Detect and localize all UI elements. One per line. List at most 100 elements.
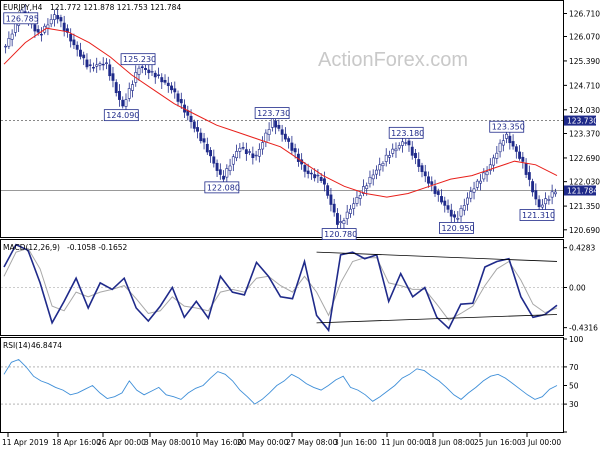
- candle-body: [114, 82, 118, 93]
- candle-body: [339, 221, 343, 223]
- rsi-axis-tick-label: 30: [569, 400, 579, 409]
- candle-body: [303, 165, 307, 172]
- price-annotation-box: [519, 209, 555, 221]
- candle-body: [39, 33, 43, 36]
- price-layer: 126.710 126.070 125.390 124.710 124.030 123.3…: [1, 4, 600, 240]
- price-header-ohlc: 121.772 121.878 121.753 121.784: [50, 3, 181, 12]
- macd-axis-tick-label: 0.00: [569, 284, 586, 293]
- candle-body: [521, 156, 525, 162]
- candle-body: [362, 186, 365, 194]
- candle-body: [140, 66, 144, 68]
- candle-body: [248, 151, 252, 153]
- rsi-axis-tick-label: 70: [569, 363, 579, 372]
- price-annotation-label: 122.080: [207, 183, 240, 192]
- macd-axis-tick-label: -0.4316: [569, 324, 598, 333]
- price-axis-tick-label: 123.370: [569, 130, 600, 139]
- moving-average-line: [3, 27, 558, 198]
- candle-body: [394, 148, 398, 152]
- candle-body: [228, 165, 232, 171]
- candle-body: [427, 176, 430, 184]
- macd-header-name: MACD(12,26,9): [3, 243, 60, 252]
- candle-body: [443, 200, 447, 206]
- candle-body: [388, 155, 391, 158]
- candle-body: [121, 99, 125, 107]
- candle-body: [199, 132, 203, 142]
- candle-body: [36, 29, 40, 33]
- price-annotation-label: 124.090: [106, 111, 139, 120]
- candle-body: [375, 169, 378, 175]
- candle-body: [537, 199, 541, 208]
- candle-body: [378, 164, 382, 171]
- candle-body: [163, 80, 167, 83]
- candle-body: [433, 186, 437, 194]
- x-axis-tick-label: 25 Jun 16:00: [474, 438, 522, 447]
- candle-body: [329, 194, 333, 205]
- candle-body: [355, 197, 359, 204]
- price-annotation-box: [120, 53, 156, 66]
- candle-body: [475, 180, 479, 188]
- macd-header-values: -0.1058 -0.1652: [67, 243, 128, 252]
- candle-body: [62, 22, 66, 32]
- candle-body: [534, 190, 538, 200]
- candle-body: [365, 185, 369, 189]
- macd-axis-tick-label: 0.4283: [569, 244, 595, 253]
- x-axis-tick-label: 18 Apr 16:00: [52, 438, 101, 447]
- price-axis-tick-label: 122.690: [569, 154, 600, 163]
- candle-body: [511, 141, 515, 147]
- macd-trendline: [316, 314, 558, 324]
- candle-body: [79, 49, 82, 57]
- price-annotation-box: [3, 12, 39, 25]
- candle-body: [505, 133, 509, 139]
- candle-body: [553, 191, 557, 195]
- price-axis-tick-label: 122.030: [569, 178, 600, 187]
- candle-body: [267, 129, 271, 135]
- price-annotation-label: 121.310: [522, 211, 555, 220]
- candle-body: [540, 204, 544, 208]
- candle-body: [449, 209, 453, 217]
- candle-body: [101, 63, 105, 66]
- macd-trendline: [316, 251, 558, 262]
- candle-body: [313, 174, 317, 179]
- candle-body: [479, 180, 482, 184]
- price-axis-tick-label: 124.030: [569, 106, 600, 115]
- candle-body: [524, 163, 528, 175]
- candle-body: [423, 171, 427, 177]
- candle-body: [352, 203, 356, 209]
- candle-body: [544, 198, 548, 205]
- candle-body: [430, 181, 434, 185]
- candle-body: [440, 196, 443, 203]
- price-annotation-label: 120.950: [441, 224, 474, 233]
- candle-body: [332, 203, 336, 213]
- candle-body: [241, 147, 245, 149]
- candle-body: [420, 165, 424, 173]
- candle-body: [261, 142, 265, 150]
- candle-body: [274, 120, 278, 128]
- price-annotation-label: 125.230: [123, 55, 156, 64]
- candle-body: [75, 44, 79, 50]
- price-annotation-box: [103, 109, 139, 122]
- candle-body: [514, 146, 518, 152]
- candle-body: [436, 191, 440, 195]
- price-axis-tick-label: 120.690: [569, 226, 600, 235]
- x-axis-tick-label: 27 May 08:00: [286, 438, 338, 447]
- candle-body: [160, 77, 164, 83]
- candle-body: [410, 146, 414, 156]
- candle-body: [13, 23, 17, 33]
- candle-body: [381, 162, 385, 167]
- candle-body: [111, 73, 115, 81]
- candle-body: [498, 142, 502, 153]
- rsi-axis-tick-label: 50: [569, 382, 579, 391]
- rsi-layer: 100 70 50 30: [1, 335, 584, 433]
- price-annotation-label: 126.785: [6, 14, 39, 23]
- candle-body: [287, 138, 291, 142]
- candle-body: [157, 74, 160, 76]
- candle-body: [316, 174, 320, 177]
- x-axis-tick-label: 11 Apr 2019: [2, 438, 49, 447]
- candle-body: [527, 172, 531, 180]
- candle-body: [98, 63, 102, 66]
- candle-body: [56, 15, 60, 20]
- candle-body: [466, 197, 469, 205]
- candle-body: [508, 135, 512, 144]
- candle-body: [518, 151, 522, 159]
- price-axis-tick-label: 126.710: [569, 9, 600, 18]
